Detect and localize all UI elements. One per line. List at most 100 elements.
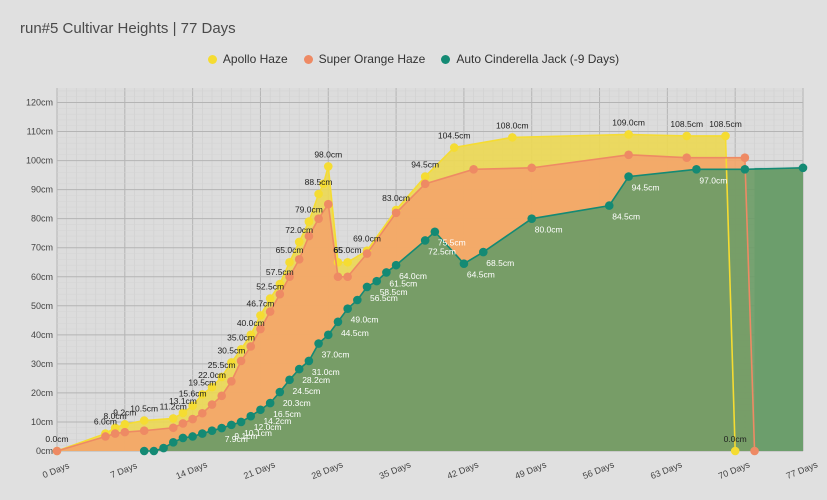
chart-legend: Apollo Haze Super Orange Haze Auto Cinde…	[0, 52, 827, 66]
data-label-apollo-haze: 57.5cm	[266, 267, 294, 277]
legend-item-apollo-haze[interactable]: Apollo Haze	[207, 52, 288, 66]
data-label-apollo-haze: 104.5cm	[438, 131, 471, 141]
data-label-apollo-haze: 0.0cm	[45, 434, 68, 444]
x-tick-label: 49 Days	[513, 459, 548, 481]
point-auto-cinderella-jack	[188, 432, 197, 441]
data-label-auto-cinderella-jack: 44.5cm	[341, 328, 369, 338]
point-auto-cinderella-jack	[275, 387, 285, 397]
x-tick-label: 56 Days	[581, 459, 616, 481]
point-auto-cinderella-jack	[265, 398, 275, 408]
y-tick-label: 60cm	[31, 272, 53, 282]
point-auto-cinderella-jack	[420, 236, 430, 245]
point-apollo-haze	[217, 372, 227, 382]
point-apollo-haze	[682, 131, 692, 141]
point-super-orange-haze	[750, 446, 759, 456]
legend-marker-auto-cinderella-jack	[441, 54, 451, 64]
x-tick-label: 14 Days	[174, 459, 209, 481]
x-tick-label: 21 Days	[242, 459, 277, 481]
point-auto-cinderella-jack	[624, 172, 633, 181]
point-apollo-haze	[323, 162, 333, 171]
point-super-orange-haze	[420, 179, 430, 189]
y-tick-label: 80cm	[31, 214, 53, 224]
data-label-auto-cinderella-jack: 72.5cm	[428, 246, 456, 256]
y-tick-label: 50cm	[31, 301, 53, 311]
data-label-apollo-haze: 98.0cm	[314, 149, 342, 159]
point-super-orange-haze	[217, 391, 227, 401]
data-label-apollo-haze: 40.0cm	[237, 318, 265, 328]
point-super-orange-haze	[323, 199, 333, 209]
legend-marker-apollo-haze	[207, 54, 217, 64]
point-apollo-haze	[236, 345, 246, 354]
point-apollo-haze	[314, 189, 323, 199]
point-apollo-haze	[294, 237, 304, 247]
data-label-auto-cinderella-jack: 14.2cm	[263, 416, 291, 426]
point-super-orange-haze	[178, 419, 188, 428]
point-auto-cinderella-jack	[294, 364, 304, 374]
point-auto-cinderella-jack	[168, 437, 178, 447]
point-auto-cinderella-jack	[798, 163, 808, 173]
data-label-apollo-haze: 25.5cm	[208, 360, 236, 370]
data-label-apollo-haze: 88.5cm	[305, 177, 333, 187]
point-auto-cinderella-jack	[198, 429, 207, 438]
data-label-apollo-haze: 52.5cm	[256, 282, 284, 292]
y-tick-label: 70cm	[31, 243, 53, 253]
point-super-orange-haze	[275, 289, 285, 299]
data-label-auto-cinderella-jack: 94.5cm	[632, 183, 660, 193]
point-auto-cinderella-jack	[692, 165, 701, 174]
point-super-orange-haze	[227, 377, 236, 386]
point-super-orange-haze	[624, 150, 633, 160]
point-auto-cinderella-jack	[478, 247, 488, 257]
data-label-apollo-haze: 6.0cm	[94, 417, 117, 427]
point-auto-cinderella-jack	[382, 268, 391, 277]
point-super-orange-haze	[101, 432, 110, 441]
point-auto-cinderella-jack	[178, 433, 188, 443]
data-label-auto-cinderella-jack: 20.3cm	[283, 398, 311, 408]
data-label-apollo-haze: 10.5cm	[130, 404, 158, 414]
data-label-apollo-haze: 19.5cm	[188, 377, 216, 387]
point-super-orange-haze	[391, 208, 401, 218]
y-tick-label: 90cm	[31, 185, 53, 195]
point-auto-cinderella-jack	[740, 165, 750, 174]
data-label-auto-cinderella-jack: 16.5cm	[273, 409, 301, 419]
data-label-auto-cinderella-jack: 58.5cm	[380, 287, 408, 297]
data-label-auto-cinderella-jack: 49.0cm	[351, 315, 379, 325]
point-super-orange-haze	[52, 446, 62, 456]
x-tick-label: 35 Days	[378, 459, 413, 481]
point-super-orange-haze	[304, 231, 314, 241]
line-apollo-haze	[56, 133, 736, 452]
area-auto-cinderella-jack	[144, 167, 803, 452]
data-label-apollo-haze: 72.0cm	[285, 225, 313, 235]
data-label-apollo-haze: 22.0cm	[198, 370, 226, 380]
x-tick-label: 7 Days	[109, 460, 139, 480]
data-label-auto-cinderella-jack: 64.0cm	[399, 271, 427, 281]
point-auto-cinderella-jack	[391, 260, 401, 270]
point-auto-cinderella-jack	[246, 411, 256, 421]
data-label-apollo-haze: 108.5cm	[709, 119, 742, 129]
point-apollo-haze	[265, 294, 275, 303]
point-auto-cinderella-jack	[527, 214, 537, 223]
x-tick-label: 42 Days	[446, 459, 481, 481]
point-apollo-haze	[207, 382, 217, 392]
point-apollo-haze	[420, 172, 430, 181]
y-tick-label: 120cm	[26, 98, 53, 108]
point-super-orange-haze	[265, 307, 275, 316]
point-super-orange-haze	[120, 427, 130, 437]
data-label-apollo-haze: 9.2cm	[113, 407, 136, 417]
point-auto-cinderella-jack	[207, 426, 217, 435]
legend-item-super-orange-haze[interactable]: Super Orange Haze	[303, 52, 426, 66]
chart-title: run#5 Cultivar Heights | 77 Days	[20, 20, 236, 37]
y-tick-label: 0cm	[36, 446, 53, 456]
legend-item-auto-cinderella-jack[interactable]: Auto Cinderella Jack (-9 Days)	[441, 52, 619, 66]
data-label-auto-cinderella-jack: 31.0cm	[312, 367, 340, 377]
point-super-orange-haze	[740, 153, 750, 162]
point-super-orange-haze	[682, 153, 692, 162]
point-auto-cinderella-jack	[343, 304, 352, 314]
x-tick-label: 70 Days	[717, 459, 752, 481]
data-label-auto-cinderella-jack: 68.5cm	[486, 258, 514, 268]
data-label-auto-cinderella-jack: 75.5cm	[438, 238, 466, 248]
point-apollo-haze	[449, 143, 459, 152]
y-tick-label: 30cm	[31, 359, 53, 369]
data-label-apollo-haze: 0.0cm	[724, 434, 747, 444]
legend-label-super-orange-haze: Super Orange Haze	[318, 52, 426, 66]
point-super-orange-haze	[362, 249, 372, 258]
